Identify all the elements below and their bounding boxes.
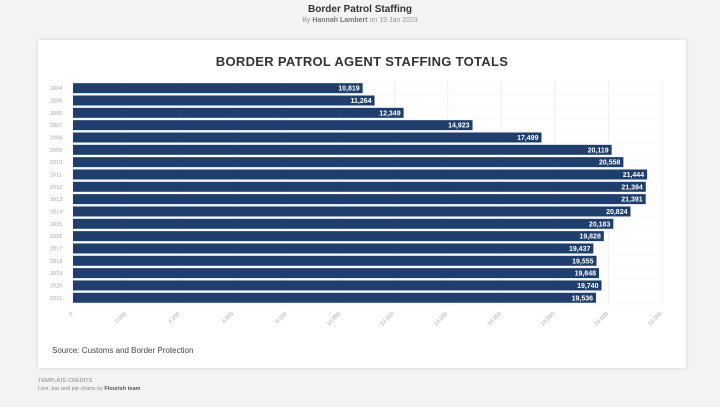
bar	[73, 107, 404, 118]
y-tick-label: 2010	[50, 160, 62, 166]
bar	[73, 194, 646, 205]
x-tick-label: 10,000	[326, 311, 342, 327]
data-label: 19,437	[569, 246, 591, 253]
bar	[73, 157, 624, 168]
bar	[73, 120, 473, 131]
x-tick-label: 16,000	[487, 311, 503, 327]
data-label: 19,828	[579, 234, 601, 241]
data-label: 20,183	[589, 221, 611, 228]
data-label: 21,444	[623, 172, 645, 179]
data-label: 21,391	[621, 197, 643, 204]
data-label: 20,558	[599, 160, 621, 167]
data-label: 20,824	[606, 209, 628, 216]
bar	[73, 243, 594, 254]
y-tick-label: 2021	[50, 296, 62, 302]
data-label: 20,119	[588, 147, 609, 154]
x-tick-label: 12,000	[380, 311, 396, 327]
data-label: 21,394	[621, 184, 643, 191]
x-tick-label: 20,000	[594, 311, 610, 327]
byline: By Hannah Lambert on 19 Jan 2023	[0, 16, 720, 26]
chart-title: BORDER PATROL AGENT STAFFING TOTALS	[215, 54, 509, 69]
x-tick-label: 4,000	[168, 311, 182, 325]
byline-date: on 19 Jan 2023	[369, 17, 418, 24]
x-tick-label: 8,000	[275, 311, 289, 325]
y-tick-label: 2011	[50, 172, 62, 178]
data-label: 19,740	[577, 283, 599, 290]
bar-chart: 2004 10,819 2005 11,264 2006 12,349 2007 14,923…	[50, 80, 663, 327]
data-label: 17,499	[517, 135, 539, 142]
data-label: 12,349	[379, 110, 401, 117]
byline-prefix: By	[302, 17, 311, 24]
data-label: 19,536	[572, 295, 594, 302]
bar	[73, 132, 542, 143]
data-label: 19,648	[575, 271, 597, 278]
bar	[73, 144, 612, 155]
template-credits: TEMPLATE CREDITS Line, bar and pie chart…	[38, 377, 140, 393]
y-tick-label: 2006	[50, 111, 62, 117]
data-label: 10,819	[338, 86, 360, 93]
chart-card: BORDER PATROL AGENT STAFFING TOTALS 2004…	[38, 40, 686, 368]
credits-heading: TEMPLATE CREDITS	[38, 378, 93, 384]
y-tick-label: 2012	[50, 185, 62, 191]
y-tick-label: 2007	[50, 123, 62, 129]
credits-team-link[interactable]: Flourish team	[104, 386, 141, 392]
bar	[73, 280, 602, 291]
y-tick-label: 2017	[50, 246, 62, 252]
y-tick-label: 2015	[50, 222, 62, 228]
y-tick-label: 2009	[50, 148, 62, 154]
bar	[73, 255, 597, 266]
x-tick-label: 0	[68, 311, 74, 317]
bar	[73, 169, 648, 180]
y-tick-label: 2019	[50, 271, 62, 277]
y-tick-label: 2014	[50, 209, 62, 215]
y-tick-label: 2004	[50, 86, 62, 92]
data-label: 11,264	[351, 98, 372, 105]
byline-author[interactable]: Hannah Lambert	[312, 17, 368, 24]
x-tick-label: 22,000	[647, 311, 663, 327]
data-label: 19,555	[572, 258, 594, 265]
bar	[73, 292, 597, 303]
bar	[73, 231, 604, 242]
bar	[73, 268, 600, 279]
y-tick-label: 2005	[50, 98, 62, 104]
x-tick-label: 18,000	[540, 311, 556, 327]
y-tick-label: 2008	[50, 135, 62, 141]
page-header: Border Patrol Staffing By Hannah Lambert…	[0, 4, 720, 26]
x-tick-label: 6,000	[221, 311, 235, 325]
data-label: 14,923	[448, 123, 470, 130]
y-tick-label: 2016	[50, 234, 62, 240]
bar	[73, 95, 375, 106]
y-tick-label: 2020	[50, 283, 62, 289]
x-tick-label: 2,000	[114, 311, 128, 325]
bar	[73, 218, 614, 229]
page-title: Border Patrol Staffing	[308, 4, 412, 15]
x-tick-label: 14,000	[433, 311, 449, 327]
y-tick-label: 2013	[50, 197, 62, 203]
bar	[73, 206, 631, 217]
credits-text: Line, bar and pie charts by Flourish tea…	[38, 385, 140, 393]
credits-line: Line, bar and pie charts by	[38, 386, 103, 392]
y-tick-label: 2018	[50, 259, 62, 265]
source-note: Source: Customs and Border Protection	[52, 346, 194, 355]
bar	[73, 83, 363, 94]
bar	[73, 181, 646, 192]
